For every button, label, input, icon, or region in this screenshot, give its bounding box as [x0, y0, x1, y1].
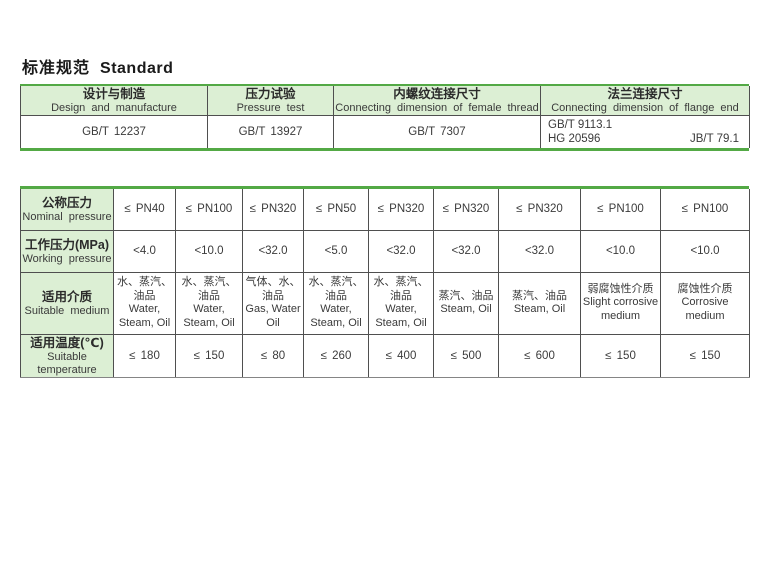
page-title-cn: 标准规范 [22, 60, 91, 77]
flange-standard-2-left: HG 20596 [548, 133, 601, 145]
standards-table: 设计与制造 Design and manufacture 压力试验 Pressu… [20, 84, 750, 151]
spec-cell: ≤ PN100 [580, 189, 661, 231]
spec-cell: 水、蒸汽、 油品 Water, Steam, Oil [113, 271, 176, 335]
spec-label-suitable-medium: 适用介质 Suitable medium [20, 271, 114, 335]
page-title-en: Standard [100, 60, 174, 77]
standards-value-row: GB/T 12237 GB/T 13927 GB/T 7307 GB/T 911… [20, 115, 750, 148]
header-en: Connecting dimension of flange end [551, 102, 739, 114]
spec-cell: ≤ 150 [660, 333, 750, 378]
spec-cell: ≤ PN320 [242, 189, 304, 231]
header-en: Connecting dimension of female thread [335, 102, 539, 114]
spec-cell: <10.0 [175, 229, 243, 273]
spec-cell: ≤ 150 [580, 333, 661, 378]
header-cn: 内螺纹连接尺寸 [393, 87, 481, 101]
label-cn: 适用介质 [41, 289, 92, 304]
header-en: Design and manufacture [51, 102, 177, 114]
label-en: Working pressure [22, 252, 112, 265]
label-en: Suitable temperature [37, 350, 97, 376]
flange-standard-2-right: JB/T 79.1 [689, 133, 739, 145]
spec-cell: 水、蒸汽、 油品 Water, Steam, Oil [175, 271, 243, 335]
spec-cell: 蒸汽、油品 Steam, Oil [498, 271, 581, 335]
spec-cell: 水、蒸汽、 油品 Water, Steam, Oil [303, 271, 369, 335]
spec-cell: <5.0 [303, 229, 369, 273]
spec-cell: ≤ PN320 [498, 189, 581, 231]
spec-label-nominal-pressure: 公称压力 Nominal pressure [20, 189, 114, 231]
standards-header-pressure-test: 压力试验 Pressure test [207, 86, 334, 116]
flange-standard-1: GB/T 9113.1 [548, 119, 613, 131]
spec-cell: <32.0 [368, 229, 434, 273]
standards-value-pressure-test: GB/T 13927 [207, 115, 334, 148]
standards-value-flange-end: GB/T 9113.1 HG 20596 JB/T 79.1 [540, 115, 750, 148]
spec-cell: ≤ PN320 [368, 189, 434, 231]
header-cn: 法兰连接尺寸 [607, 87, 683, 101]
standards-header-female-thread: 内螺纹连接尺寸 Connecting dimension of female t… [333, 86, 541, 116]
spec-cell: ≤ 260 [303, 333, 369, 378]
spec-cell: 弱腐蚀性介质 Slight corrosive medium [580, 271, 661, 335]
standards-table-grid: 设计与制造 Design and manufacture 压力试验 Pressu… [20, 86, 750, 148]
spec-row-nominal-pressure: 公称压力 Nominal pressure ≤ PN40 ≤ PN100 ≤ P… [20, 189, 750, 231]
label-cn: 工作压力(MPa) [24, 237, 110, 252]
spec-row-suitable-temperature: 适用温度(℃) Suitable temperature ≤ 180 ≤ 150… [20, 333, 750, 378]
standards-header-flange-end: 法兰连接尺寸 Connecting dimension of flange en… [540, 86, 750, 116]
spec-table: 公称压力 Nominal pressure ≤ PN40 ≤ PN100 ≤ P… [20, 186, 750, 378]
spec-cell: <4.0 [113, 229, 176, 273]
spec-row-working-pressure: 工作压力(MPa) Working pressure <4.0 <10.0 <3… [20, 229, 750, 273]
label-en: Suitable medium [24, 304, 110, 317]
spec-label-suitable-temperature: 适用温度(℃) Suitable temperature [20, 333, 114, 378]
spec-cell: ≤ 600 [498, 333, 581, 378]
spec-cell: ≤ PN320 [433, 189, 499, 231]
page-title: 标准规范 Standard [22, 54, 173, 78]
standards-header-row: 设计与制造 Design and manufacture 压力试验 Pressu… [20, 86, 750, 116]
spec-cell: <10.0 [580, 229, 661, 273]
spec-cell: ≤ 180 [113, 333, 176, 378]
spec-cell: ≤ 150 [175, 333, 243, 378]
spec-cell: 蒸汽、油品 Steam, Oil [433, 271, 499, 335]
header-cn: 设计与制造 [82, 87, 146, 101]
spec-cell: ≤ 80 [242, 333, 304, 378]
spec-table-grid: 公称压力 Nominal pressure ≤ PN40 ≤ PN100 ≤ P… [20, 189, 750, 378]
label-cn: 适用温度(℃) [30, 335, 104, 350]
label-en: Nominal pressure [22, 210, 112, 223]
label-cn: 公称压力 [41, 195, 92, 210]
spec-cell: ≤ PN100 [175, 189, 243, 231]
standards-value-design: GB/T 12237 [20, 115, 208, 148]
spec-cell: <32.0 [498, 229, 581, 273]
standards-header-design: 设计与制造 Design and manufacture [20, 86, 208, 116]
spec-cell: ≤ 500 [433, 333, 499, 378]
flange-standard-2: HG 20596 JB/T 79.1 [548, 132, 739, 146]
spec-cell: ≤ PN100 [660, 189, 750, 231]
standards-value-female-thread: GB/T 7307 [333, 115, 541, 148]
spec-cell: 水、蒸汽、 油品 Water, Steam, Oil [368, 271, 434, 335]
spec-cell: <32.0 [433, 229, 499, 273]
spec-cell: 气体、水、 油品 Gas, Water Oil [242, 271, 304, 335]
spec-row-suitable-medium: 适用介质 Suitable medium 水、蒸汽、 油品 Water, Ste… [20, 271, 750, 335]
header-en: Pressure test [236, 102, 305, 114]
spec-cell: 腐蚀性介质 Corrosive medium [660, 271, 750, 335]
spec-cell: <10.0 [660, 229, 750, 273]
header-cn: 压力试验 [245, 87, 296, 101]
spec-cell: ≤ PN50 [303, 189, 369, 231]
spec-label-working-pressure: 工作压力(MPa) Working pressure [20, 229, 114, 273]
spec-cell: ≤ PN40 [113, 189, 176, 231]
spec-cell: <32.0 [242, 229, 304, 273]
spec-cell: ≤ 400 [368, 333, 434, 378]
